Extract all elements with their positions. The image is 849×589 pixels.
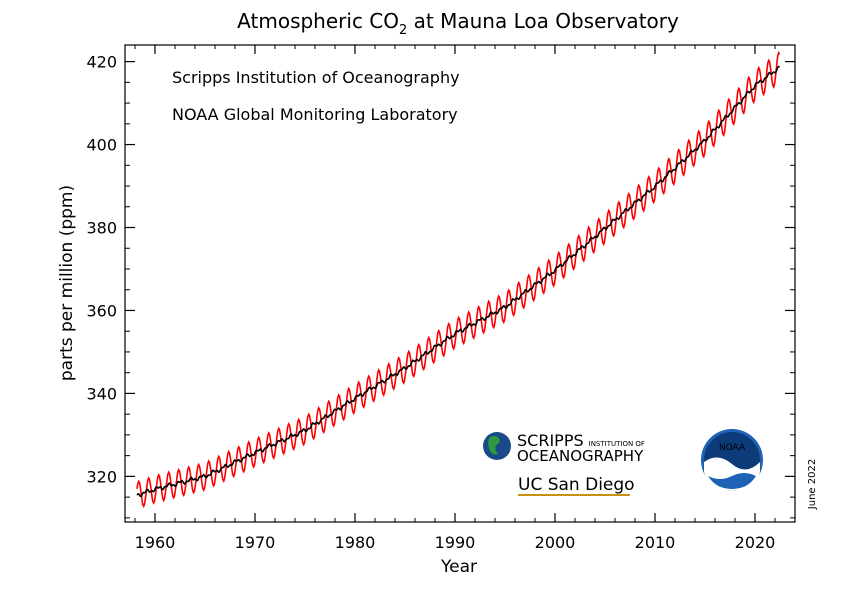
chart-title-subscript: 2: [399, 23, 407, 38]
y-tick-label: 360: [86, 301, 117, 320]
scripps-logo: SCRIPPS INSTITUTION OF OCEANOGRAPHY UC Sa…: [483, 431, 645, 496]
scripps-small: INSTITUTION OF: [589, 440, 645, 448]
x-tick-label: 2010: [635, 533, 676, 552]
y-axis: 320 340 360 380 400 420: [86, 53, 795, 519]
y-tick-label: 400: [86, 136, 117, 155]
monthly-co2-line: [136, 50, 781, 509]
date-stamp: June 2022: [807, 459, 818, 510]
scripps-wordmark: SCRIPPS INSTITUTION OF: [517, 431, 645, 450]
y-tick-label: 340: [86, 384, 117, 403]
x-tick-label: 1980: [335, 533, 376, 552]
x-tick-label: 2020: [735, 533, 776, 552]
globe-icon: [483, 432, 511, 460]
chart-title-rest: at Mauna Loa Observatory: [407, 9, 679, 33]
noaa-lower-water: [708, 473, 756, 489]
chart-title: Atmospheric CO2 at Mauna Loa Observatory: [237, 9, 679, 38]
scripps-name: SCRIPPS: [517, 431, 584, 450]
noaa-logo: NOAA: [701, 429, 763, 491]
y-tick-label: 320: [86, 467, 117, 486]
x-tick-label: 1990: [435, 533, 476, 552]
noaa-wordmark: NOAA: [719, 443, 746, 453]
ucsd-wordmark: UC San Diego: [518, 475, 635, 495]
x-axis-label: Year: [440, 557, 477, 577]
y-tick-label: 380: [86, 219, 117, 238]
x-tick-label: 1960: [135, 533, 176, 552]
oceanography-wordmark: OCEANOGRAPHY: [517, 447, 644, 465]
y-tick-label: 420: [86, 53, 117, 72]
plot-frame: [124, 44, 796, 523]
x-axis: 1960 1970 1980 1990 2000 2010 2020: [134, 45, 796, 552]
credit-noaa: NOAA Global Monitoring Laboratory: [172, 105, 458, 124]
y-axis-label: parts per million (ppm): [57, 185, 77, 381]
credit-scripps: Scripps Institution of Oceanography: [172, 68, 460, 87]
x-tick-label: 1970: [235, 533, 276, 552]
trend-co2-line: [136, 65, 780, 498]
globe-landmass: [488, 436, 500, 455]
x-tick-label: 2000: [535, 533, 576, 552]
chart-title-main: Atmospheric CO: [237, 9, 399, 33]
